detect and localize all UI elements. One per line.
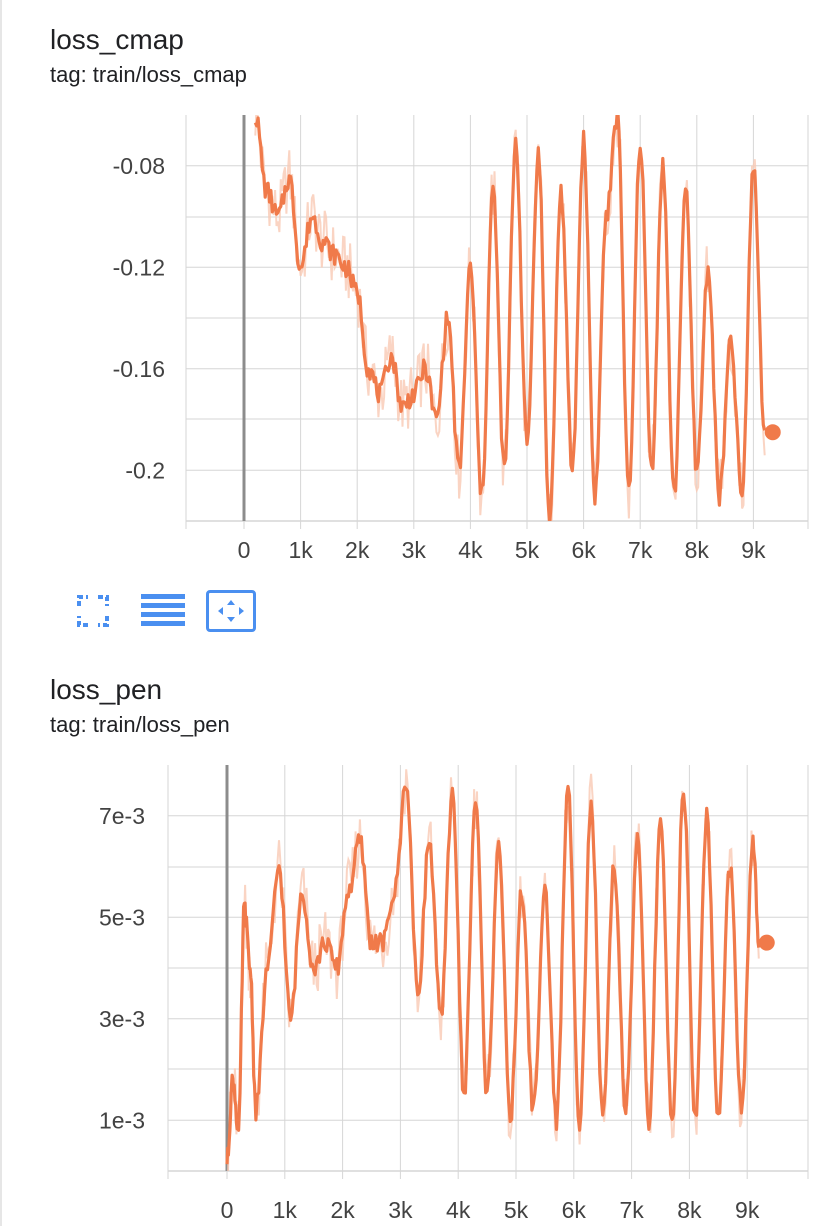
x-tick-label: 2k — [330, 1197, 355, 1223]
x-tick-label: 6k — [562, 1197, 587, 1223]
y-tick-label: 5e-3 — [99, 904, 145, 930]
panel-left-border — [0, 0, 2, 1226]
last-value-marker[interactable] — [764, 424, 781, 441]
x-tick-label: 0 — [238, 537, 251, 563]
last-value-marker[interactable] — [758, 934, 775, 951]
x-tick-label: 3k — [388, 1197, 413, 1223]
y-tick-label: 1e-3 — [99, 1107, 145, 1133]
y-tick-label: -0.12 — [113, 254, 165, 280]
x-tick-label: 9k — [735, 1197, 760, 1223]
x-tick-label: 4k — [458, 537, 483, 563]
x-tick-label: 1k — [288, 537, 313, 563]
x-tick-label: 1k — [273, 1197, 298, 1223]
fit-domain-icon — [218, 600, 244, 622]
x-tick-label: 5k — [504, 1197, 529, 1223]
chart-title-loss-cmap: loss_cmap — [50, 24, 184, 55]
x-tick-label: 8k — [677, 1197, 702, 1223]
data-table-button[interactable] — [136, 589, 190, 633]
x-tick-label: 2k — [345, 537, 370, 563]
y-tick-label: -0.16 — [113, 356, 165, 382]
chart-title-loss-pen: loss_pen — [50, 674, 163, 705]
x-tick-label: 7k — [628, 537, 653, 563]
x-tick-label: 8k — [685, 537, 710, 563]
chart-tag-loss-cmap: tag: train/loss_cmap — [50, 62, 247, 87]
fullscreen-icon — [77, 595, 109, 627]
data-table-icon — [141, 594, 185, 626]
series-line[interactable] — [225, 784, 761, 1165]
chart-loss-pen[interactable]: 1e-3 3e-3 5e-3 7e-3 0 1k 2k 3k 4k 5k 6k 7k 8k 9k — [0, 740, 814, 1226]
chart-loss-cmap[interactable]: -0.08 -0.12 -0.16 -0.2 0 1k 2k 3k 4k 5k 6k 7k 8k 9k — [0, 0, 814, 590]
x-tick-label: 9k — [741, 537, 766, 563]
x-tick-label: 5k — [515, 537, 540, 563]
x-tick-label: 7k — [619, 1197, 644, 1223]
x-tick-label: 4k — [446, 1197, 471, 1223]
y-tick-label: 3e-3 — [99, 1006, 145, 1032]
fullscreen-button[interactable] — [66, 589, 120, 633]
x-tick-label: 0 — [221, 1197, 234, 1223]
y-tick-label: 7e-3 — [99, 803, 145, 829]
fit-domain-button[interactable] — [206, 590, 256, 632]
x-tick-label: 3k — [402, 537, 427, 563]
y-tick-label: -0.08 — [113, 153, 165, 179]
chart-toolbar — [66, 588, 272, 634]
x-tick-label: 6k — [571, 537, 596, 563]
chart-tag-loss-pen: tag: train/loss_pen — [50, 712, 230, 737]
series-line[interactable] — [253, 107, 767, 524]
y-tick-label: -0.2 — [125, 457, 165, 483]
